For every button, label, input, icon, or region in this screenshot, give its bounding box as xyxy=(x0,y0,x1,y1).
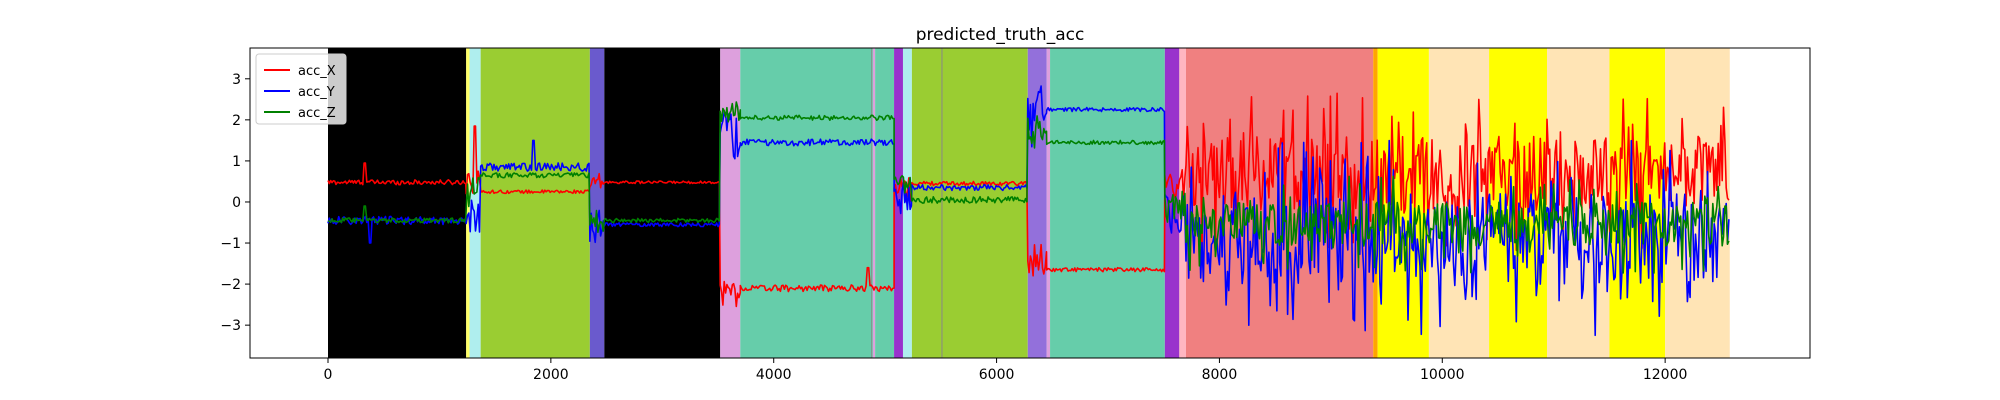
background-band xyxy=(1489,48,1548,358)
plot-frame xyxy=(249,47,1811,359)
x-tick-label: 0 xyxy=(324,367,333,383)
legend: acc_X acc_Y acc_Z xyxy=(255,53,347,125)
background-band xyxy=(589,48,605,358)
y-tick-label: −3 xyxy=(220,318,241,334)
background-band xyxy=(872,48,876,358)
y-tick-label: −2 xyxy=(220,277,241,293)
background-band xyxy=(1046,48,1051,358)
background-band xyxy=(328,48,467,358)
background-band xyxy=(740,48,873,358)
background-band xyxy=(1164,48,1180,358)
x-axis: 0 2000 4000 6000 8000 10000 12000 xyxy=(324,358,1688,383)
legend-label: acc_X xyxy=(298,64,336,79)
y-tick-label: 2 xyxy=(232,113,241,129)
plot-content xyxy=(327,48,1730,358)
background-band xyxy=(875,48,895,358)
background-band xyxy=(480,48,590,358)
legend-box xyxy=(255,53,347,125)
x-tick-label: 6000 xyxy=(979,367,1015,383)
y-tick-label: 3 xyxy=(232,72,241,88)
background-band xyxy=(469,48,481,358)
y-tick-label: 0 xyxy=(232,195,241,211)
x-tick-label: 8000 xyxy=(1202,367,1238,383)
x-tick-label: 12000 xyxy=(1643,367,1688,383)
x-tick-label: 4000 xyxy=(756,367,792,383)
series-line-acc_Z xyxy=(327,101,1730,274)
background-band xyxy=(720,48,741,358)
x-tick-label: 2000 xyxy=(533,367,569,383)
x-tick-label: 10000 xyxy=(1420,367,1465,383)
background-band xyxy=(604,48,721,358)
background-band xyxy=(1050,48,1165,358)
legend-label: acc_Z xyxy=(298,106,336,121)
chart-title: predicted_truth_acc xyxy=(916,25,1085,45)
background-band xyxy=(1665,48,1730,358)
y-tick-label: 1 xyxy=(232,154,241,170)
legend-label: acc_Y xyxy=(298,85,335,100)
plot-area xyxy=(249,47,1811,359)
y-axis: −3 −2 −1 0 1 2 3 xyxy=(220,72,250,334)
background-band xyxy=(1373,48,1378,358)
y-tick-label: −1 xyxy=(220,236,241,252)
